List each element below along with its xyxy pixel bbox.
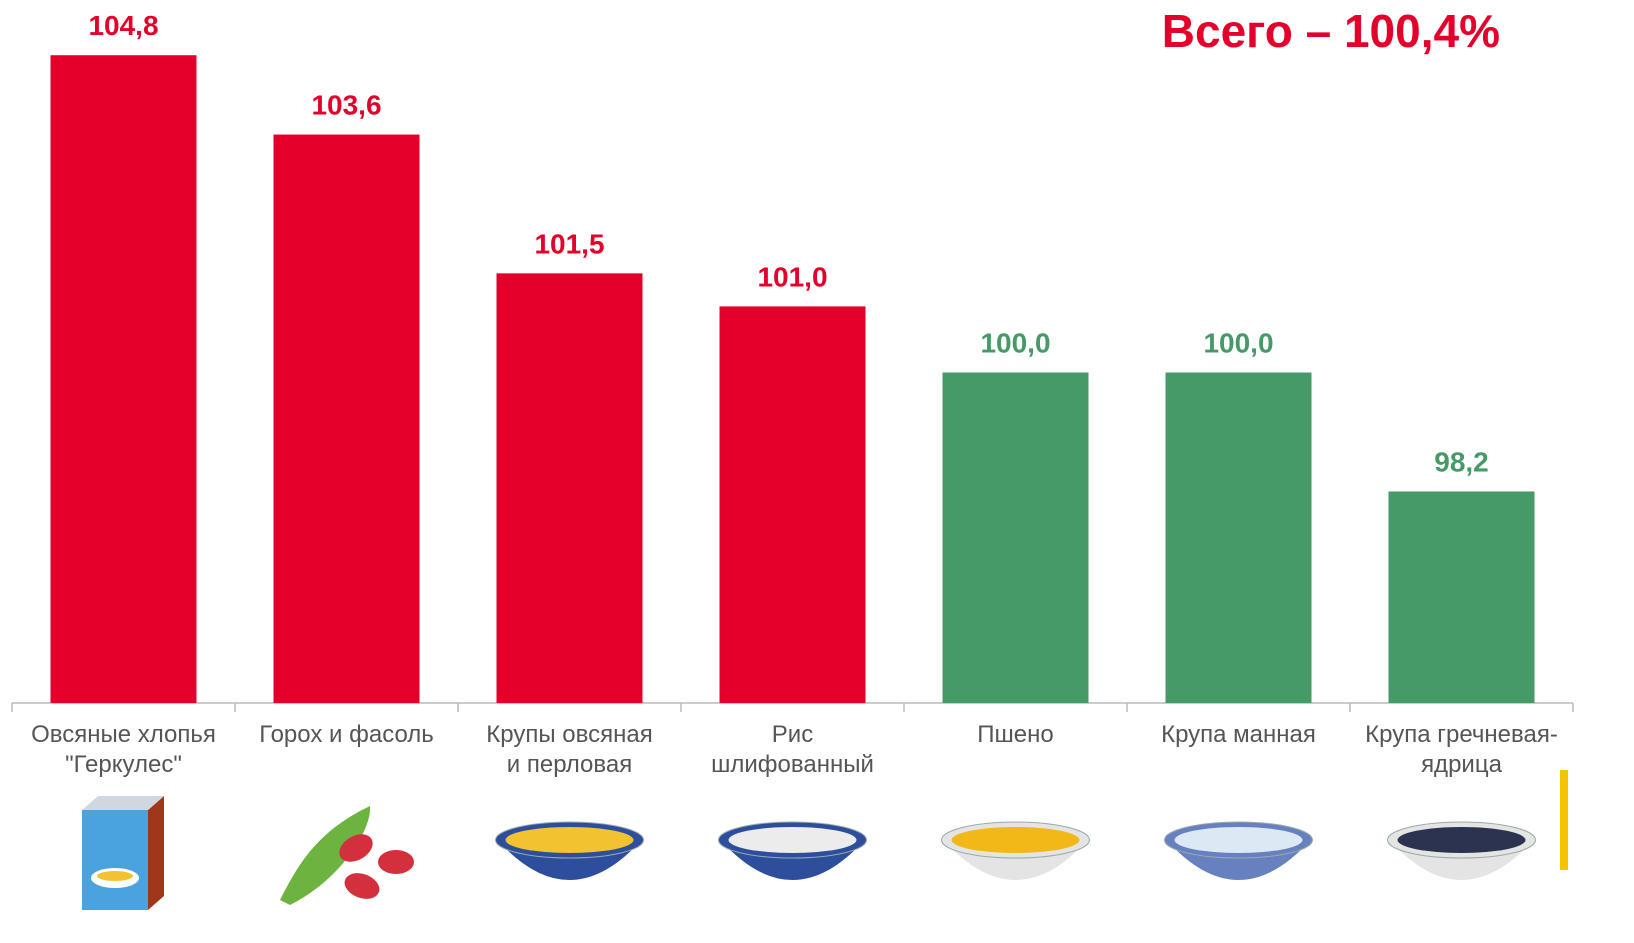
decor-strip xyxy=(1560,770,1568,870)
x-tick-label: Горох и фасоль xyxy=(259,721,434,748)
bar xyxy=(1165,372,1312,703)
icon-bowl-food xyxy=(1397,827,1526,853)
chart-title: Всего – 100,4% xyxy=(1161,5,1500,57)
icon-bowl-food xyxy=(1174,827,1303,853)
x-tick-label: Пшено xyxy=(977,721,1054,748)
icon-box xyxy=(82,810,148,910)
icon-pod xyxy=(280,806,371,905)
value-label: 101,0 xyxy=(757,261,827,292)
icon-box-top xyxy=(82,796,164,810)
value-label: 104,8 xyxy=(88,10,158,41)
icons xyxy=(82,796,414,910)
bar xyxy=(1388,491,1535,703)
icon-bowl-food xyxy=(951,827,1080,853)
bar xyxy=(719,306,866,703)
value-label: 101,5 xyxy=(534,228,604,259)
x-tick-label: Крупа гречневая- ядрица xyxy=(1365,721,1558,778)
icon-bowl-food xyxy=(728,827,857,853)
value-label: 100,0 xyxy=(980,328,1050,359)
icon-bowl-food xyxy=(505,827,634,853)
icon-box-grain xyxy=(97,871,133,881)
x-tick-label: Овсяные хлопья "Геркулес" xyxy=(31,721,216,778)
bar xyxy=(496,273,643,703)
bar xyxy=(273,134,420,704)
icon-bean xyxy=(344,873,380,899)
icon-bean xyxy=(339,834,373,862)
icon-bean xyxy=(378,850,414,874)
value-label: 100,0 xyxy=(1203,328,1273,359)
x-tick-label: Рис шлифованный xyxy=(711,721,874,778)
x-tick-label: Крупа манная xyxy=(1161,721,1316,748)
value-label: 98,2 xyxy=(1434,446,1489,477)
bar xyxy=(942,372,1089,703)
icon-box-side xyxy=(148,796,164,910)
value-label: 103,6 xyxy=(311,90,381,121)
bar xyxy=(50,55,197,704)
x-tick-label: Крупы овсяная и перловая xyxy=(486,721,653,778)
